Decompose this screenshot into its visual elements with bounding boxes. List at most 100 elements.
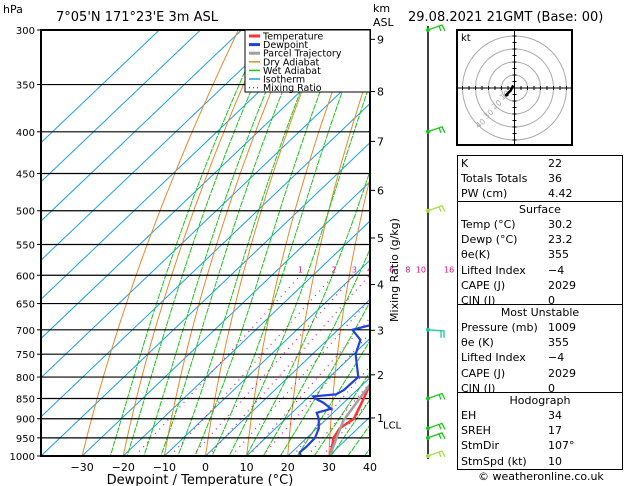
km-tick-label: 8 xyxy=(377,86,384,99)
datetime-title: 29.08.2021 21GMT (Base: 00) xyxy=(408,10,603,25)
dewpoint-line xyxy=(298,324,370,456)
index-value: −4 xyxy=(548,263,565,277)
index-label: CAPE (J) xyxy=(461,278,506,292)
asl-label: ASL xyxy=(373,16,395,29)
wind-barb xyxy=(427,392,446,400)
lcl-label: LCL xyxy=(383,421,402,432)
index-label: EH xyxy=(461,409,477,422)
km-tick-label: 6 xyxy=(377,184,384,197)
wind-barb xyxy=(427,125,446,134)
mixing-ratio-label: 1 xyxy=(298,265,303,274)
wet-adiabat-line xyxy=(211,30,366,456)
mixing-ratio-label: 10 xyxy=(416,265,426,274)
credit-link[interactable]: © weatheronline.co.uk xyxy=(478,470,604,483)
dry-adiabat-line xyxy=(287,69,370,456)
legend-label: Dewpoint xyxy=(263,40,308,51)
dry-adiabat-line xyxy=(122,30,269,456)
location-title: 7°05'N 171°23'E 3m ASL xyxy=(56,10,219,25)
index-value: 34 xyxy=(548,409,562,422)
km-tick-label: 5 xyxy=(377,232,384,245)
isotherm-line xyxy=(41,30,202,183)
wet-adiabat-line xyxy=(245,169,370,456)
y-tick-label: 700 xyxy=(16,326,35,337)
mu-row: Lifted Index −4 xyxy=(458,350,622,365)
x-tick-label: 10 xyxy=(240,461,254,474)
isotherm-line xyxy=(41,30,161,144)
plot-frame xyxy=(40,29,371,457)
legend-label: Isotherm xyxy=(263,75,305,86)
parcel-trajectory-line xyxy=(328,382,370,456)
legend-box xyxy=(244,29,371,93)
hodo-row: StmSpd (kt) 10 xyxy=(458,454,622,469)
index-value: 17 xyxy=(548,424,562,438)
mu-row: θe (K) 355 xyxy=(458,335,622,350)
hodograph-trace xyxy=(504,84,515,97)
index-label: K xyxy=(461,157,469,170)
wind-barb xyxy=(427,450,446,458)
mu-row: CIN (J) 0 xyxy=(458,381,622,396)
index-label: θe (K) xyxy=(461,336,494,350)
wet-adiabat-line xyxy=(262,248,370,456)
index-label: CIN (J) xyxy=(461,381,496,395)
wind-barb-feather xyxy=(438,25,442,32)
y-tick-label: 400 xyxy=(16,128,35,139)
wet-adiabat-line xyxy=(279,300,370,456)
surface-row: Dewp (°C) 23.2 xyxy=(458,232,622,247)
x-tick-label: 30 xyxy=(322,461,336,474)
km-tick-label: 9 xyxy=(377,33,384,46)
wet-adiabat-line xyxy=(109,30,265,456)
surface-row: CAPE (J) 2029 xyxy=(458,278,622,293)
index-value: 107° xyxy=(548,439,575,453)
index-value: 355 xyxy=(548,336,569,350)
index-value: −4 xyxy=(548,351,565,365)
wind-barb-feather xyxy=(438,206,442,212)
index-value: 22 xyxy=(548,157,562,170)
index-label: Temp (°C) xyxy=(461,218,516,231)
wet-adiabat-line xyxy=(228,82,370,456)
surface-row: Lifted Index −4 xyxy=(458,263,622,278)
isotherm-line xyxy=(41,30,325,301)
mixing-ratio-label: 8 xyxy=(405,265,410,274)
legend-label: Wet Adiabat xyxy=(263,66,321,77)
mu-row: CAPE (J) 2029 xyxy=(458,366,622,381)
y-tick-label: 500 xyxy=(16,207,35,218)
index-label: CAPE (J) xyxy=(461,366,506,380)
index-row-k: K 22 xyxy=(458,156,622,171)
wet-adiabat-line xyxy=(177,30,326,456)
index-value: 10 xyxy=(548,454,562,468)
hodo-row: SREH 17 xyxy=(458,423,622,438)
x-tick-label: −20 xyxy=(112,461,135,474)
x-tick-label: 20 xyxy=(281,461,295,474)
index-label: SREH xyxy=(461,424,491,438)
wet-adiabat-line xyxy=(296,339,370,456)
y-tick-label: 1000 xyxy=(10,452,35,463)
index-label: StmDir xyxy=(461,439,500,453)
mixing-ratio-line xyxy=(169,274,335,456)
km-tick-label: 2 xyxy=(377,369,384,382)
mixing-ratio-label: 3 xyxy=(352,265,357,274)
dry-adiabat-line xyxy=(328,176,370,456)
isotherm-line xyxy=(204,298,370,456)
x-tick-label: 40 xyxy=(363,461,377,474)
y-tick-label: 350 xyxy=(16,81,35,92)
index-value: 1009 xyxy=(548,321,576,334)
wind-barbs xyxy=(426,24,446,459)
y-tick-label: 850 xyxy=(16,394,35,405)
y-tick-label: 550 xyxy=(16,240,35,251)
wind-barb xyxy=(427,24,446,32)
isotherm-line xyxy=(41,30,366,340)
surface-box: Surface Temp (°C) 30.2 Dewp (°C) 23.2 θe(K… xyxy=(457,201,623,310)
km-tick-label: 3 xyxy=(377,324,384,337)
legend-label: Temperature xyxy=(262,32,323,43)
mixing-ratio-label: 2 xyxy=(331,265,336,274)
isotherm-line xyxy=(41,30,243,222)
hodo-row: StmDir 107° xyxy=(458,438,622,453)
isotherm-line xyxy=(287,376,370,456)
index-value: 23.2 xyxy=(548,233,573,247)
y-tick-label: 800 xyxy=(16,373,35,384)
km-tick-label: 1 xyxy=(377,412,384,425)
index-label: Dewp (°C) xyxy=(461,233,518,247)
wind-barb xyxy=(427,422,446,430)
mixing-ratio-axis-label: Mixing Ratio (g/kg) xyxy=(388,218,401,322)
